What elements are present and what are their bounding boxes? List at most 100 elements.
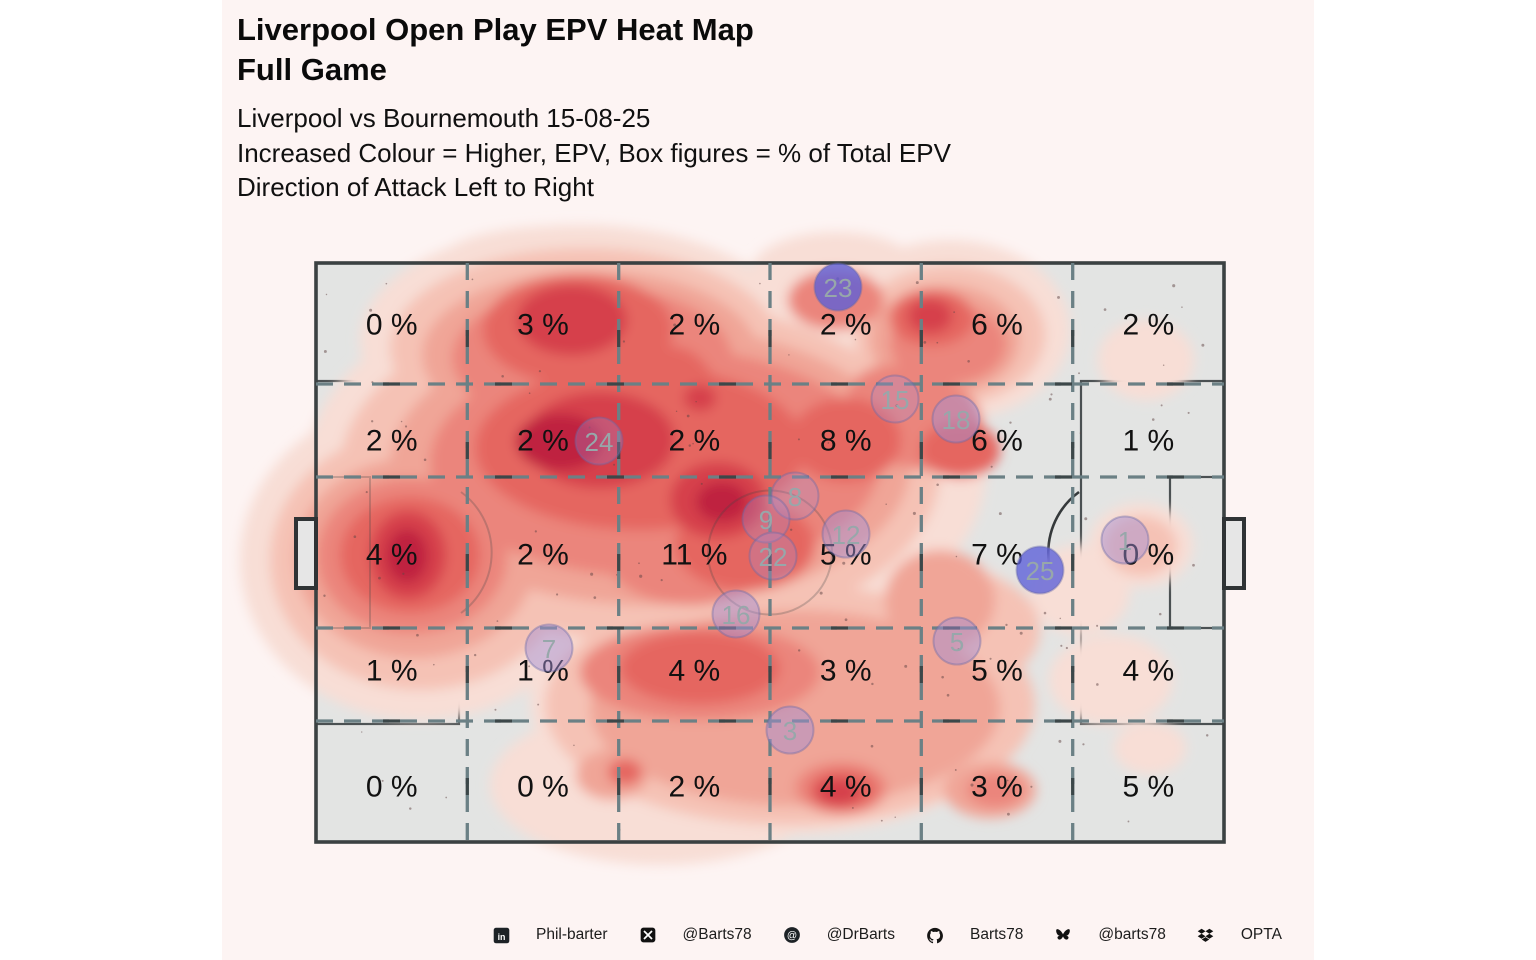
zone-percent-label: 2 % bbox=[1122, 309, 1174, 342]
player-circle bbox=[1015, 545, 1065, 595]
event-dot bbox=[404, 425, 408, 428]
event-dot bbox=[797, 649, 801, 652]
zone-percent-label: 3 % bbox=[517, 309, 569, 342]
event-dot bbox=[970, 783, 974, 787]
event-dot bbox=[528, 392, 531, 394]
github-icon bbox=[926, 926, 944, 944]
event-dot bbox=[660, 579, 663, 582]
event-dot bbox=[588, 426, 591, 429]
player-marker-5: 5 bbox=[932, 616, 982, 666]
bluesky-icon bbox=[1054, 926, 1072, 944]
event-dot bbox=[622, 340, 626, 343]
zone-percent-label: 1 % bbox=[1122, 425, 1174, 458]
mastodon-icon: @ bbox=[783, 926, 801, 944]
social-handle: @Barts78 bbox=[682, 926, 752, 943]
zone-percent-label: 5 % bbox=[1122, 771, 1174, 804]
zone-percent-label: 2 % bbox=[366, 425, 418, 458]
event-dot bbox=[1082, 743, 1085, 746]
event-dot bbox=[550, 326, 554, 330]
zone-percent-label: 4 % bbox=[1122, 655, 1174, 688]
event-dot bbox=[423, 458, 427, 462]
event-dot bbox=[1043, 611, 1047, 615]
player-number: 23 bbox=[824, 273, 853, 303]
player-circle bbox=[1100, 515, 1150, 565]
event-dot bbox=[912, 511, 916, 515]
player-number: 1 bbox=[1118, 526, 1132, 556]
zone-percent-label: 11 % bbox=[661, 539, 727, 572]
heat-blob bbox=[620, 632, 780, 704]
event-dot bbox=[1151, 418, 1155, 421]
zone-percent-label: 2 % bbox=[668, 309, 720, 342]
event-dot bbox=[790, 528, 793, 531]
heat-blob bbox=[920, 422, 1000, 478]
x-icon bbox=[639, 926, 657, 944]
event-dot bbox=[880, 819, 883, 822]
linkedin-icon: in bbox=[492, 926, 510, 944]
player-circle bbox=[711, 589, 761, 639]
social-item-bluesky: @barts78 bbox=[1054, 926, 1166, 944]
event-dot bbox=[1048, 397, 1052, 401]
heat-blob bbox=[967, 773, 1023, 807]
player-marker-18: 18 bbox=[931, 394, 981, 444]
event-dot bbox=[894, 816, 896, 818]
event-dot bbox=[1192, 563, 1195, 567]
event-dot bbox=[433, 663, 435, 666]
event-dot bbox=[573, 744, 575, 747]
event-dot bbox=[473, 653, 477, 657]
chart-title: Liverpool Open Play EPV Heat Map Full Ga… bbox=[237, 10, 754, 90]
event-dot bbox=[639, 574, 643, 578]
event-dot bbox=[675, 410, 678, 413]
event-dots bbox=[323, 277, 1209, 832]
event-dot bbox=[700, 482, 703, 485]
event-dot bbox=[590, 572, 594, 576]
event-dot bbox=[523, 430, 527, 434]
heat-blob bbox=[1049, 635, 1173, 725]
heat-blob bbox=[791, 398, 901, 482]
player-marker-22: 22 bbox=[748, 531, 798, 581]
zone-percent-label: 3 % bbox=[971, 771, 1023, 804]
zone-percent-label: 2 % bbox=[668, 771, 720, 804]
event-dot bbox=[1205, 734, 1209, 737]
event-dot bbox=[1005, 623, 1008, 626]
social-item-github: Barts78 bbox=[926, 926, 1023, 944]
event-dot bbox=[842, 561, 846, 565]
player-circle bbox=[741, 494, 791, 544]
event-dot bbox=[915, 281, 919, 285]
player-circle bbox=[748, 531, 798, 581]
event-dot bbox=[1009, 421, 1012, 424]
zone-percent-label: 0 % bbox=[1122, 539, 1174, 572]
event-dot bbox=[371, 420, 374, 423]
zone-percent-label: 7 % bbox=[971, 539, 1023, 572]
event-dot bbox=[402, 572, 405, 575]
event-dot bbox=[941, 675, 944, 679]
player-marker-3: 3 bbox=[765, 705, 815, 755]
social-handle: @DrBarts bbox=[826, 926, 895, 943]
event-dot bbox=[990, 465, 993, 468]
svg-text:in: in bbox=[497, 931, 505, 941]
event-dot bbox=[936, 341, 939, 344]
event-dot bbox=[593, 596, 597, 599]
event-dot bbox=[704, 787, 707, 790]
zone-grid bbox=[316, 263, 1224, 842]
event-dot bbox=[1084, 517, 1088, 521]
event-dot bbox=[854, 338, 857, 341]
player-number: 15 bbox=[881, 385, 910, 415]
player-marker-7: 7 bbox=[524, 623, 574, 673]
player-circle bbox=[932, 616, 982, 666]
player-circle bbox=[821, 509, 871, 559]
event-dot bbox=[1127, 820, 1130, 823]
subtitle-legend: Increased Colour = Higher, EPV, Box figu… bbox=[237, 137, 951, 168]
social-item-mastodon: @ @DrBarts bbox=[783, 926, 895, 944]
player-number: 18 bbox=[942, 405, 971, 435]
zone-percent-label: 6 % bbox=[971, 425, 1023, 458]
social-handle: Barts78 bbox=[969, 926, 1024, 943]
event-dot bbox=[323, 594, 326, 597]
zone-percent-label: 0 % bbox=[366, 771, 418, 804]
event-dot bbox=[369, 308, 373, 312]
event-dot bbox=[1019, 631, 1023, 635]
event-dot bbox=[325, 293, 328, 296]
event-dot bbox=[494, 708, 497, 711]
dropbox-icon bbox=[1197, 926, 1215, 944]
